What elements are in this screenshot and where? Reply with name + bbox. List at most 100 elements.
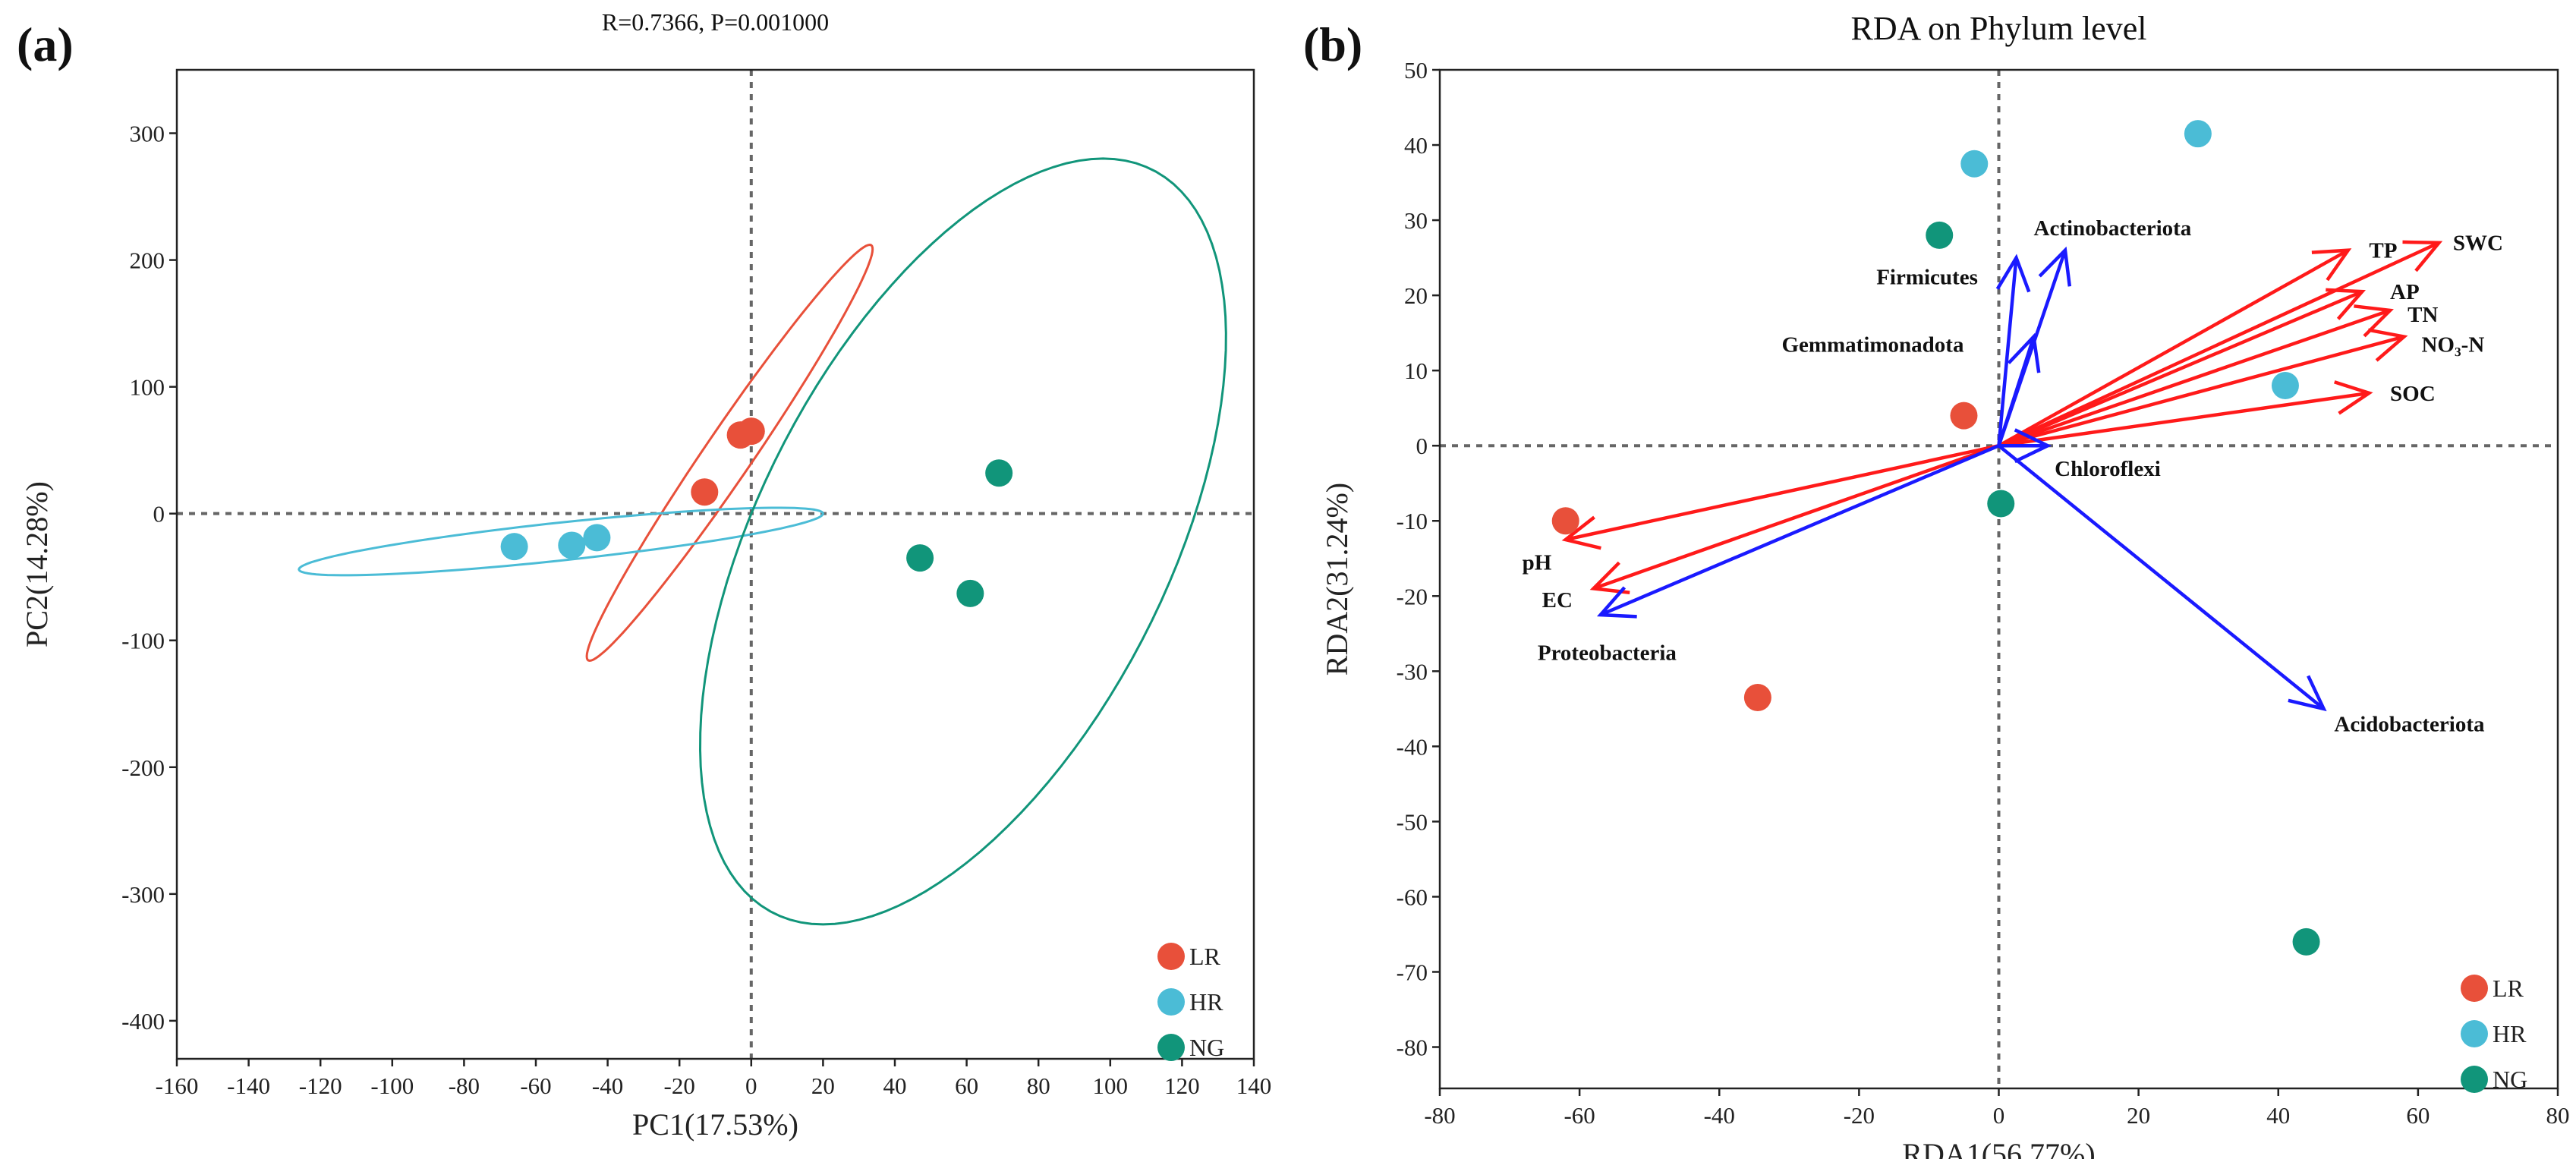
legend-marker-ng: [1157, 1034, 1185, 1061]
confidence-ellipse-ng: [698, 157, 1227, 926]
x-tick-label: -40: [592, 1072, 623, 1099]
legend-marker-lr: [2461, 975, 2488, 1002]
env-vector-label: EC: [1542, 588, 1573, 613]
env-vector-arrow: [1998, 328, 2408, 448]
x-tick-label: 80: [1027, 1072, 1050, 1099]
env-vector-arrow: [1561, 444, 1999, 550]
x-tick-label: 100: [1093, 1072, 1129, 1099]
y-tick-label: -300: [121, 881, 165, 908]
chart-title: RDA on Phylum level: [1851, 10, 2147, 47]
confidence-ellipse-hr: [298, 506, 825, 577]
data-point-hr: [1960, 150, 1989, 178]
y-tick-label: 200: [130, 247, 165, 274]
y-tick-label: 300: [130, 121, 165, 147]
x-tick-label: 40: [2266, 1102, 2290, 1129]
x-tick-label: 20: [811, 1072, 835, 1099]
data-point-ng: [956, 579, 984, 607]
taxa-vector-arrow: [1998, 428, 2052, 464]
y-tick-label: 50: [1404, 57, 1428, 83]
taxa-vector-arrow: [1995, 254, 2031, 446]
x-tick-label: -60: [1564, 1102, 1595, 1129]
x-axis-label: RDA1(56.77%): [1902, 1137, 2095, 1159]
data-point-ng: [906, 544, 934, 572]
y-tick-label: -60: [1397, 883, 1428, 910]
env-vector-label: TP: [2369, 239, 2397, 263]
y-tick-label: 0: [153, 501, 165, 528]
x-tick-label: 120: [1164, 1072, 1200, 1099]
y-tick-label: 40: [1404, 132, 1428, 159]
data-point-hr: [583, 524, 611, 552]
data-point-ng: [985, 459, 1013, 487]
env-vector-arrow: [1998, 380, 2373, 448]
env-vector-label: SOC: [2390, 382, 2436, 406]
data-point-hr: [2271, 371, 2299, 399]
legend-label: HR: [1189, 988, 1223, 1016]
env-vector-label: SWC: [2453, 231, 2503, 256]
legend-label: HR: [2493, 1020, 2527, 1047]
legend-marker-ng: [2461, 1066, 2488, 1093]
data-point-ng: [1926, 221, 1954, 249]
x-tick-label: 20: [2127, 1102, 2150, 1129]
data-point-ng: [2292, 928, 2320, 956]
taxa-vector-label: Firmicutes: [1876, 265, 1978, 289]
taxa-vector-arrow: [1596, 444, 2000, 619]
x-tick-label: -120: [299, 1072, 342, 1099]
y-tick-label: -400: [121, 1008, 165, 1035]
x-tick-label: 0: [1993, 1102, 2005, 1129]
x-tick-label: 60: [955, 1072, 978, 1099]
x-tick-label: -60: [520, 1072, 551, 1099]
taxa-vector-label: Chloroflexi: [2055, 457, 2161, 481]
plot-frame: [175, 68, 1255, 1060]
x-tick-label: -20: [664, 1072, 695, 1099]
y-tick-label: 100: [130, 374, 165, 401]
panel-label: (b): [1303, 17, 1362, 71]
legend-marker-hr: [2461, 1020, 2488, 1047]
panel-label: (a): [17, 17, 74, 71]
data-point-lr: [1743, 683, 1771, 711]
x-tick-label: 140: [1236, 1072, 1272, 1099]
data-point-hr: [2184, 120, 2212, 148]
data-point-hr: [558, 531, 586, 559]
y-tick-label: 0: [1416, 433, 1428, 459]
x-tick-label: -80: [449, 1072, 480, 1099]
taxa-vector-label: Actinobacteriota: [2034, 216, 2192, 241]
x-tick-label: -40: [1704, 1102, 1735, 1129]
x-axis-label: PC1(17.53%): [632, 1107, 798, 1142]
legend-label: LR: [2493, 975, 2524, 1002]
taxa-vector-label: Gemmatimonadota: [1781, 332, 1964, 357]
y-tick-label: 20: [1404, 282, 1428, 309]
chart-title: R=0.7366, P=0.001000: [602, 8, 829, 36]
y-tick-label: -200: [121, 754, 165, 781]
taxa-vector-label: Acidobacteriota: [2334, 713, 2485, 737]
data-point-lr: [1950, 402, 1978, 430]
legend-label: NG: [2493, 1066, 2527, 1093]
env-vector-arrow: [1998, 304, 2394, 448]
env-vector-arrow: [1998, 288, 2366, 448]
taxa-vector-arrow: [1998, 444, 2327, 712]
legend-label: NG: [1189, 1034, 1224, 1061]
confidence-ellipse-lr: [585, 243, 874, 663]
env-vector-label: TN: [2408, 303, 2438, 327]
env-vector-label: pH: [1523, 551, 1552, 575]
env-vector-label: NO₃-N: [2421, 332, 2484, 357]
y-tick-label: -20: [1397, 583, 1428, 609]
x-tick-label: 80: [2546, 1102, 2570, 1129]
data-point-ng: [1987, 490, 2015, 518]
data-point-lr: [691, 478, 719, 506]
taxa-vector-arrow: [1997, 332, 2041, 446]
y-tick-label: 10: [1404, 357, 1428, 384]
y-tick-label: -50: [1397, 808, 1428, 835]
legend-marker-lr: [1157, 943, 1185, 970]
taxa-vector-label: Proteobacteria: [1538, 641, 1677, 665]
data-point-lr: [1551, 507, 1579, 535]
env-vector-arrow: [1998, 248, 2352, 448]
y-axis-label: RDA2(31.24%): [1320, 483, 1354, 676]
env-vector-arrow: [1998, 240, 2443, 448]
y-tick-label: -70: [1397, 959, 1428, 985]
x-tick-label: -20: [1844, 1102, 1875, 1129]
env-vector-arrow: [1589, 444, 2000, 594]
x-tick-label: -140: [227, 1072, 270, 1099]
y-tick-label: -100: [121, 628, 165, 654]
y-axis-label: PC2(14.28%): [20, 481, 54, 647]
x-tick-label: 60: [2406, 1102, 2430, 1129]
